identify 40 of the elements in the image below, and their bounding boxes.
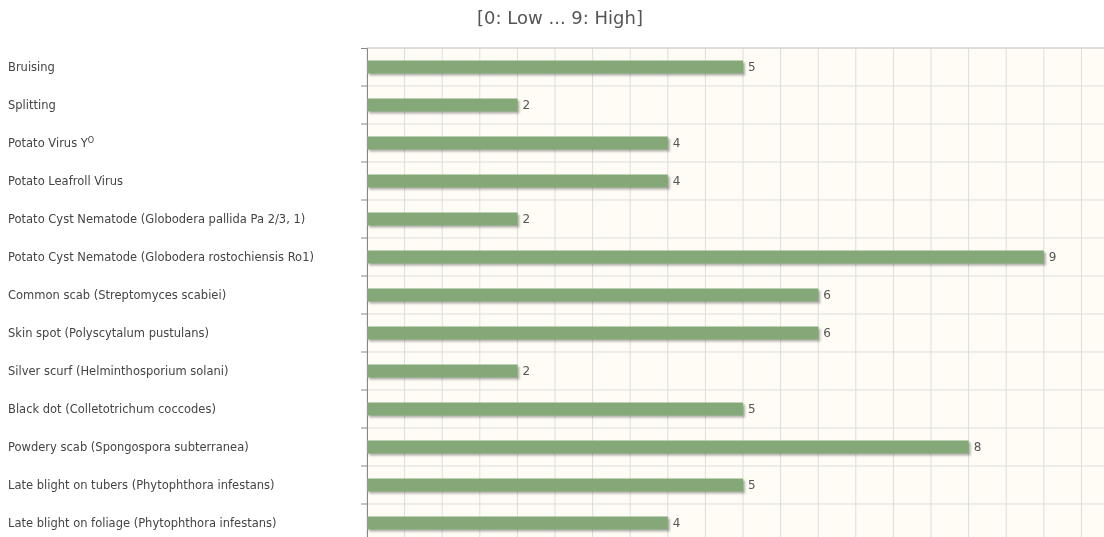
y-tick-label: Late blight on foliage (Phytophthora infestans)	[8, 516, 277, 531]
bar	[367, 402, 744, 416]
y-tick-label: Silver scurf (Helminthosporium solani)	[8, 364, 229, 379]
bar	[367, 326, 819, 340]
bar	[367, 174, 668, 188]
data-label: 2	[522, 98, 531, 113]
data-label: 5	[748, 402, 756, 417]
data-label: 6	[823, 288, 831, 303]
y-tick-label: Powdery scab (Spongospora subterranea)	[8, 440, 249, 455]
y-tick-label: Splitting	[8, 98, 56, 113]
y-tick-label: Potato Cyst Nematode (Globodera pallida Pa 2/3, 1)	[8, 212, 306, 227]
y-tick-label: Late blight on tubers (Phytophthora infestans)	[8, 478, 275, 493]
data-label: 2	[522, 212, 531, 227]
y-tick-label: Bruising	[8, 60, 55, 75]
bar	[367, 60, 744, 74]
data-label: 2	[522, 364, 531, 379]
data-label: 4	[672, 516, 681, 531]
data-label: 9	[1048, 250, 1057, 265]
y-tick-label: Potato Leafroll Virus	[8, 174, 124, 189]
bar	[367, 478, 744, 492]
y-tick-label: Common scab (Streptomyces scabiei)	[8, 288, 227, 303]
chart-title: [0: Low ... 9: High]	[477, 7, 643, 28]
data-label: 6	[823, 326, 831, 341]
data-label: 4	[672, 174, 681, 189]
bar	[367, 364, 518, 378]
y-tick-label: Skin spot (Polyscytalum pustulans)	[8, 326, 210, 341]
y-tick-label: Black dot (Colletotrichum coccodes)	[8, 402, 216, 417]
data-label: 5	[748, 60, 756, 75]
data-label: 5	[748, 478, 756, 493]
bar	[367, 136, 668, 150]
bar	[367, 212, 518, 226]
y-tick-label: Potato Cyst Nematode (Globodera rostochiensis Ro1)	[8, 250, 314, 265]
bar	[367, 516, 668, 530]
data-label: 4	[672, 136, 681, 151]
bar	[367, 250, 1044, 264]
bar	[367, 440, 969, 454]
data-label: 8	[973, 440, 982, 455]
bar	[367, 98, 518, 112]
bar	[367, 288, 819, 302]
y-tick-label: Potato Virus Y$^{O}$	[8, 135, 95, 151]
